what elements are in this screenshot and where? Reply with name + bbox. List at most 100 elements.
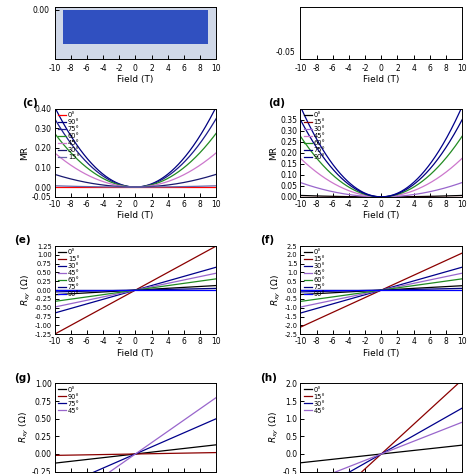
75° (160, 176, 165, 182)
75° (371, 193, 376, 199)
0° (93, 290, 99, 295)
75° (80, 288, 86, 294)
Line: 45°: 45° (301, 273, 462, 307)
60° (326, 294, 332, 300)
30° (326, 188, 332, 194)
Legend: 0°, 15°, 30°, 45°, 60°, 75°, 90°: 0°, 15°, 30°, 45°, 60°, 75°, 90° (56, 248, 81, 299)
0° (326, 457, 332, 463)
0° (459, 192, 465, 198)
30° (160, 280, 165, 285)
60° (173, 282, 179, 287)
15° (133, 184, 138, 190)
90° (52, 453, 57, 458)
0° (459, 283, 465, 289)
45° (406, 282, 411, 287)
30° (174, 181, 180, 187)
Line: 75°: 75° (301, 119, 462, 197)
Line: 90°: 90° (301, 107, 462, 197)
0° (339, 290, 345, 295)
30° (147, 184, 153, 190)
45° (419, 184, 425, 190)
75° (393, 287, 399, 292)
Y-axis label: MR: MR (20, 146, 29, 160)
60° (419, 282, 425, 287)
0° (52, 292, 57, 298)
60° (406, 283, 411, 289)
45° (160, 282, 165, 287)
75° (93, 288, 99, 294)
45° (173, 423, 179, 428)
75° (125, 287, 130, 293)
0° (52, 460, 57, 466)
45° (393, 284, 399, 290)
0° (93, 184, 99, 190)
0° (406, 194, 411, 200)
45° (459, 270, 465, 276)
30° (133, 184, 138, 190)
Y-axis label: $R_{xy}$ ($\Omega$): $R_{xy}$ ($\Omega$) (270, 274, 283, 306)
90° (80, 287, 86, 293)
Line: 30°: 30° (301, 267, 462, 313)
45° (93, 295, 99, 301)
45° (147, 284, 153, 290)
0° (371, 194, 376, 200)
75° (326, 162, 332, 167)
15° (80, 316, 86, 321)
45° (80, 170, 86, 175)
60° (371, 288, 376, 294)
0° (213, 442, 219, 447)
30° (406, 280, 411, 285)
60° (147, 182, 153, 188)
Legend: 0°, 15°, 30°, 45°, 60°, 75°, 90°: 0°, 15°, 30°, 45°, 60°, 75°, 90° (302, 248, 327, 299)
30° (371, 290, 376, 295)
60° (160, 283, 165, 289)
Text: (f): (f) (260, 236, 274, 246)
30° (393, 443, 399, 448)
0° (298, 192, 303, 198)
90° (339, 173, 345, 178)
15° (419, 194, 425, 200)
30° (80, 302, 86, 308)
45° (459, 155, 465, 161)
45° (213, 395, 219, 401)
Legend: 0°, 15°, 30°, 45°: 0°, 15°, 30°, 45° (302, 385, 327, 415)
90° (52, 104, 57, 109)
Line: 45°: 45° (55, 153, 216, 187)
60° (147, 285, 153, 291)
15° (213, 183, 219, 189)
Line: 30°: 30° (301, 182, 462, 197)
Line: 45°: 45° (55, 273, 216, 307)
0° (213, 184, 219, 190)
90° (406, 287, 411, 293)
75° (419, 286, 425, 292)
90° (371, 193, 376, 199)
90° (326, 287, 332, 293)
45° (459, 419, 465, 425)
30° (52, 172, 57, 177)
75° (406, 287, 411, 292)
30° (125, 184, 130, 190)
60° (371, 193, 376, 199)
45° (125, 289, 130, 294)
45° (160, 180, 165, 186)
60° (133, 184, 138, 190)
75° (125, 455, 130, 460)
30° (371, 456, 376, 461)
75° (80, 155, 86, 161)
90° (173, 287, 179, 293)
X-axis label: Field (T): Field (T) (117, 349, 154, 358)
15° (393, 438, 399, 444)
0° (160, 286, 165, 292)
45° (213, 150, 219, 155)
0° (125, 184, 130, 190)
45° (326, 298, 332, 304)
0° (80, 290, 86, 296)
90° (298, 287, 303, 293)
FancyBboxPatch shape (301, 7, 462, 53)
75° (213, 116, 219, 121)
Line: 30°: 30° (55, 267, 216, 313)
Legend: 0°, 15°, 30°, 45°, 60°, 75°, 90°: 0°, 15°, 30°, 45°, 60°, 75°, 90° (302, 110, 327, 161)
60° (379, 194, 384, 200)
15° (371, 458, 376, 464)
90° (213, 104, 219, 109)
